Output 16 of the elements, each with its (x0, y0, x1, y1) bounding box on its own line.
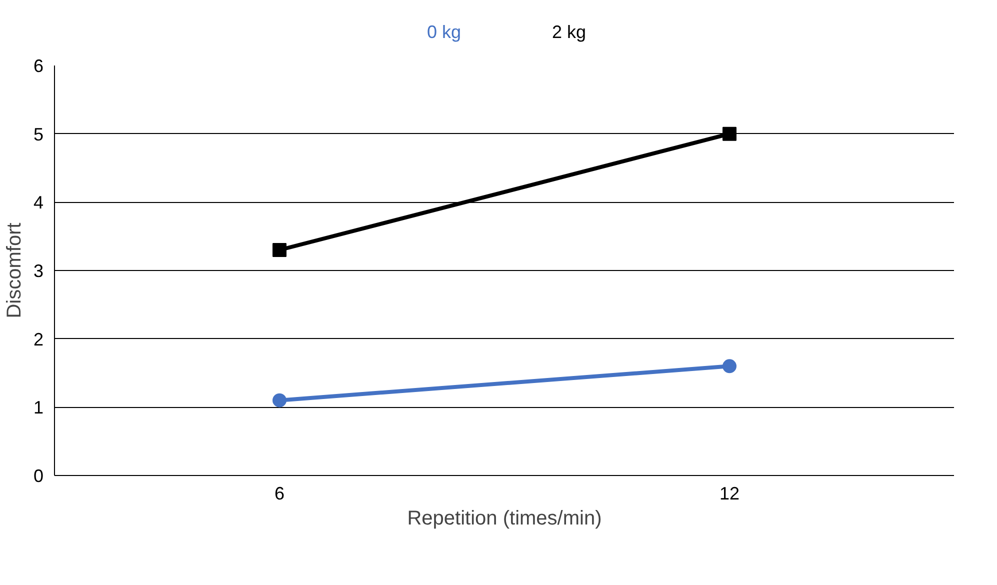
y-axis-title: Discomfort (3, 222, 26, 318)
y-tick-label: 3 (33, 261, 44, 281)
y-tick-label: 4 (33, 192, 44, 213)
x-axis-title: Repetition (times/min) (407, 508, 602, 530)
text: 2 kg (552, 22, 586, 43)
y-tick-label: 0 (33, 466, 44, 486)
x-tick-label: 12 (719, 484, 740, 504)
point (722, 359, 736, 374)
y-tick-label: 5 (33, 124, 44, 144)
text: 0 kg (427, 22, 462, 43)
y-tick-label: 1 (33, 398, 44, 418)
point (722, 126, 736, 141)
point (272, 393, 286, 408)
y-tick-label: 2 (33, 329, 44, 350)
point (272, 243, 286, 257)
y-tick-label: 6 (33, 56, 44, 76)
